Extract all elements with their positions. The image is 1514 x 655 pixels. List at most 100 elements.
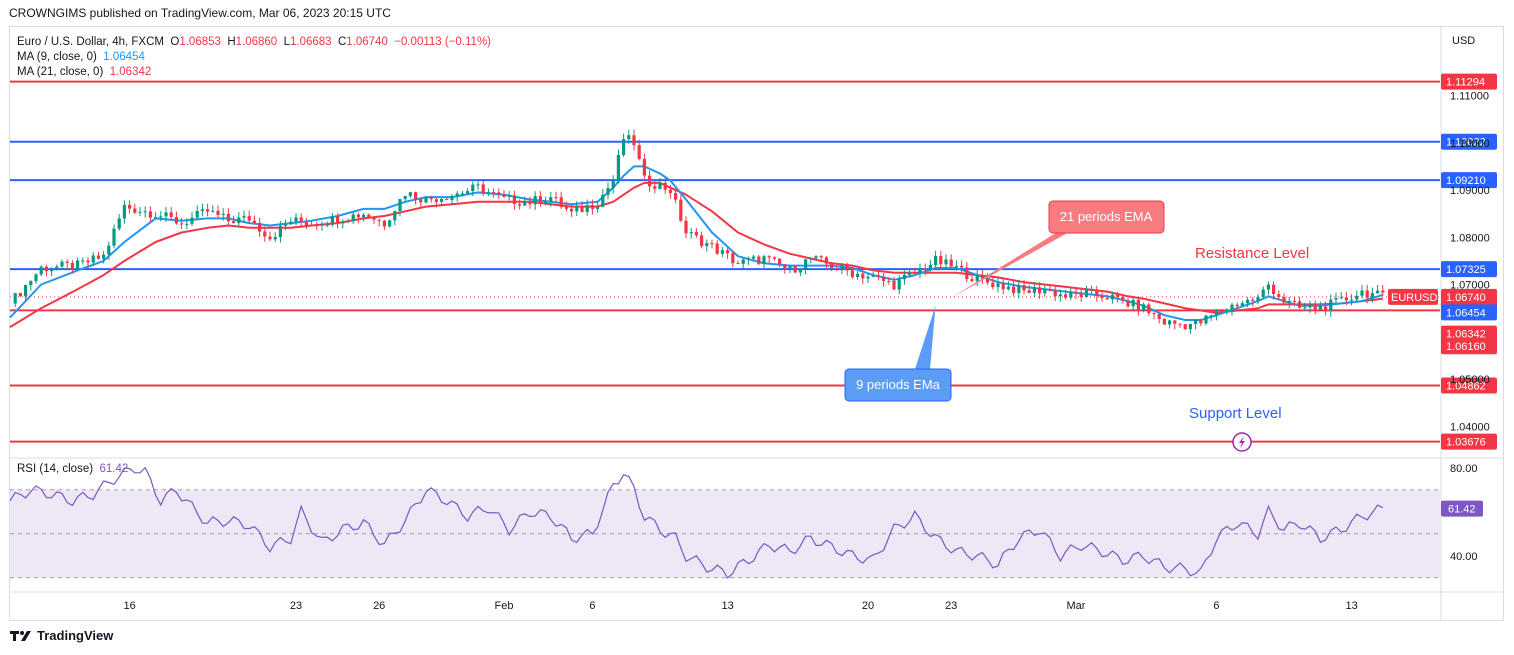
ma9-line[interactable] <box>9 165 1384 321</box>
candle[interactable] <box>450 196 454 200</box>
candle[interactable] <box>60 261 64 267</box>
candle[interactable] <box>746 258 750 260</box>
candle[interactable] <box>91 255 95 263</box>
candle[interactable] <box>44 266 48 272</box>
candle[interactable] <box>679 199 683 221</box>
candle[interactable] <box>1157 313 1161 319</box>
candle[interactable] <box>476 184 480 186</box>
candle[interactable] <box>741 259 745 264</box>
candle[interactable] <box>1344 297 1348 301</box>
candle[interactable] <box>190 217 194 224</box>
candle[interactable] <box>991 282 995 288</box>
candle[interactable] <box>1313 305 1317 311</box>
candle[interactable] <box>1178 323 1182 325</box>
candle[interactable] <box>1318 306 1322 311</box>
candle[interactable] <box>616 154 620 181</box>
candle[interactable] <box>341 221 345 224</box>
candle[interactable] <box>1110 294 1114 300</box>
candle[interactable] <box>902 274 906 280</box>
candle[interactable] <box>34 274 38 282</box>
candle[interactable] <box>1105 298 1109 300</box>
candle[interactable] <box>689 232 693 234</box>
candle[interactable] <box>445 198 449 200</box>
candle[interactable] <box>1287 300 1291 303</box>
candle[interactable] <box>1220 310 1224 312</box>
candle[interactable] <box>252 220 256 223</box>
candle[interactable] <box>1277 294 1281 298</box>
candle[interactable] <box>876 275 880 277</box>
candle[interactable] <box>50 269 54 272</box>
candle[interactable] <box>830 263 834 269</box>
candle[interactable] <box>232 221 236 224</box>
candle[interactable] <box>762 256 766 264</box>
candle[interactable] <box>533 196 537 205</box>
candle[interactable] <box>310 225 314 227</box>
candle[interactable] <box>1183 324 1187 330</box>
candle[interactable] <box>1225 309 1229 312</box>
candle[interactable] <box>65 261 69 263</box>
candle[interactable] <box>731 253 735 264</box>
candle[interactable] <box>1017 285 1021 293</box>
candle[interactable] <box>185 223 189 225</box>
candle[interactable] <box>1079 293 1083 297</box>
candle[interactable] <box>824 257 828 264</box>
candle[interactable] <box>1069 291 1073 298</box>
candle[interactable] <box>658 182 662 189</box>
candle[interactable] <box>294 217 298 222</box>
candle[interactable] <box>299 217 303 223</box>
candle[interactable] <box>523 201 527 206</box>
candle[interactable] <box>1084 289 1088 297</box>
candle[interactable] <box>923 268 927 271</box>
candle[interactable] <box>715 243 719 254</box>
candle[interactable] <box>1116 294 1120 297</box>
candle[interactable] <box>86 260 90 263</box>
candle[interactable] <box>1100 295 1104 299</box>
candle[interactable] <box>1152 313 1156 315</box>
candle[interactable] <box>1298 301 1302 308</box>
candle[interactable] <box>585 205 589 212</box>
candle[interactable] <box>1188 323 1192 330</box>
candle[interactable] <box>544 201 548 204</box>
candle[interactable] <box>996 283 1000 288</box>
candle[interactable] <box>18 293 22 297</box>
candle[interactable] <box>159 216 163 218</box>
tradingview-footer[interactable]: TradingView <box>10 628 113 643</box>
candle[interactable] <box>559 197 563 208</box>
candle[interactable] <box>1370 293 1374 298</box>
candle[interactable] <box>637 145 641 159</box>
candle[interactable] <box>398 199 402 211</box>
ema21-callout-box[interactable] <box>1048 200 1165 234</box>
candle[interactable] <box>804 259 808 269</box>
rsi-label[interactable]: RSI (14, close) <box>17 463 94 475</box>
candle[interactable] <box>1355 295 1359 300</box>
candle[interactable] <box>570 208 574 212</box>
candle[interactable] <box>1365 290 1369 298</box>
lightning-icon[interactable] <box>1232 432 1252 452</box>
candle[interactable] <box>351 214 355 221</box>
candle[interactable] <box>783 264 787 269</box>
candle[interactable] <box>1095 289 1099 296</box>
candle[interactable] <box>1058 294 1062 297</box>
candle[interactable] <box>76 260 80 270</box>
candle[interactable] <box>918 268 922 273</box>
candle[interactable] <box>81 260 85 262</box>
candle[interactable] <box>788 266 792 269</box>
candle[interactable] <box>1272 284 1276 295</box>
candle[interactable] <box>590 205 594 209</box>
candle[interactable] <box>1240 303 1244 307</box>
candle[interactable] <box>429 197 433 200</box>
candle[interactable] <box>538 196 542 204</box>
ema9-callout-box[interactable] <box>844 368 952 402</box>
candle[interactable] <box>1214 310 1218 316</box>
candle[interactable] <box>554 197 558 199</box>
ma21-line[interactable] <box>9 181 1383 328</box>
candle[interactable] <box>840 264 844 270</box>
candle[interactable] <box>273 237 277 240</box>
candle[interactable] <box>263 231 267 237</box>
candle[interactable] <box>1282 297 1286 303</box>
candle[interactable] <box>356 214 360 218</box>
candle[interactable] <box>986 278 990 283</box>
candle[interactable] <box>138 211 142 213</box>
candle[interactable] <box>460 193 464 195</box>
candle[interactable] <box>367 214 371 218</box>
